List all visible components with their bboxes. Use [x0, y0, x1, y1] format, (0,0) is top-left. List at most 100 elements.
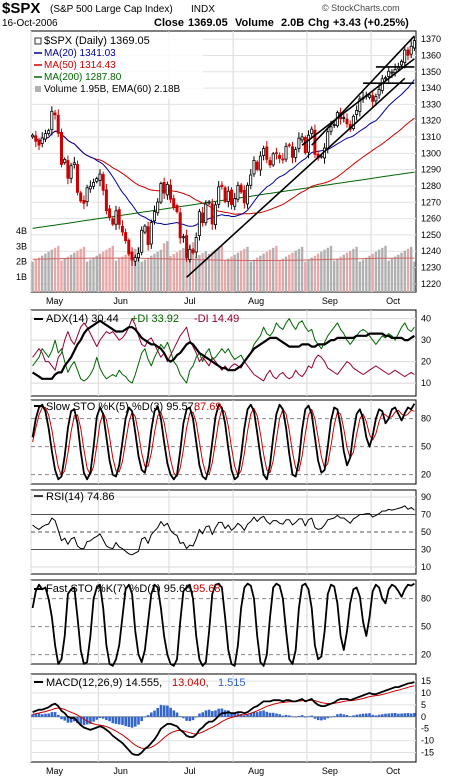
macd-histogram-bar — [233, 713, 236, 717]
candle-body — [130, 251, 134, 261]
legend-entry: Volume 1.95B, EMA(60) 2.18B — [44, 84, 181, 95]
chg-value: +3.43 (+0.25%) — [333, 17, 409, 29]
volume-bar — [323, 249, 326, 292]
macd-histogram-bar — [332, 716, 336, 717]
candle-body — [294, 149, 298, 158]
macd-histogram-bar — [336, 714, 339, 717]
macd-histogram-bar — [79, 716, 82, 725]
macd-histogram-bar — [217, 708, 220, 717]
candle-body — [358, 98, 362, 113]
y-tick-label: 30 — [421, 335, 431, 345]
candle-body — [220, 184, 224, 187]
candle-body — [124, 232, 128, 242]
macd-histogram-bar — [243, 715, 246, 717]
candle-body — [281, 158, 285, 161]
macd-histogram-bar — [355, 714, 358, 717]
candle-body — [117, 209, 121, 225]
macd-histogram-bar — [262, 710, 265, 717]
macd-histogram-bar — [134, 716, 137, 727]
volume-bar — [339, 256, 342, 292]
volume-bar — [118, 258, 121, 292]
volume-bar — [150, 255, 153, 292]
ma20-line — [32, 79, 415, 227]
macd-histogram-bar — [236, 713, 240, 717]
macd-histogram-bar — [271, 712, 275, 717]
candle-body — [332, 124, 336, 126]
macd-histogram-bar — [313, 716, 317, 719]
macd-histogram-bar — [304, 716, 307, 718]
macd-histogram-bar — [82, 716, 86, 726]
candle-body — [43, 133, 47, 140]
volume-bar — [281, 258, 284, 292]
macd-histogram-bar — [288, 715, 291, 717]
price-tick-label: 1270 — [421, 197, 441, 207]
volume-bar — [121, 256, 124, 292]
macd-histogram-bar — [400, 713, 403, 717]
candle-body — [165, 184, 169, 196]
macd-tick-label: 5 — [421, 700, 426, 710]
candle-body — [236, 185, 240, 200]
volume-bar — [246, 246, 249, 292]
volume-bar — [368, 255, 371, 292]
candle-body — [162, 181, 166, 194]
volume-bar — [50, 249, 53, 292]
candle-body — [143, 225, 147, 233]
price-tick-label: 1230 — [421, 263, 441, 273]
candle-body — [367, 94, 371, 98]
macd-histogram-bar — [278, 714, 281, 717]
candle-body — [249, 174, 253, 186]
macd-histogram-bar — [239, 714, 243, 717]
macd-histogram-bar — [34, 714, 38, 717]
volume-bar — [179, 250, 182, 292]
y-tick-label: 40 — [421, 314, 431, 324]
candle-body — [345, 118, 349, 125]
macd-histogram-bar — [140, 716, 143, 722]
macd-histogram-bar — [127, 716, 131, 727]
macd-histogram-bar — [172, 710, 176, 717]
macd-histogram-bar — [66, 716, 70, 723]
macd-histogram-bar — [284, 714, 288, 717]
volume-bar — [320, 251, 323, 292]
candle-body — [133, 257, 137, 262]
candle-body — [159, 183, 163, 203]
volume-bar — [329, 245, 333, 292]
macd-histogram-bar — [297, 715, 301, 717]
volume-bar — [365, 257, 368, 292]
candle-body — [108, 208, 112, 218]
macd-histogram-bar — [246, 714, 249, 717]
volume-bar — [249, 261, 252, 292]
volume-bar — [333, 260, 336, 292]
price-tick-label: 1260 — [421, 214, 441, 224]
rsi-tick-label: 50 — [421, 527, 431, 537]
trendline-short — [301, 58, 415, 146]
candle-body — [152, 211, 156, 222]
volume-bar — [390, 258, 394, 292]
volume-bar — [288, 254, 291, 292]
volume-bar — [57, 245, 60, 292]
price-tick-label: 1240 — [421, 246, 441, 256]
volume-bar — [358, 261, 361, 292]
candle-body — [69, 165, 73, 179]
candle-body — [104, 189, 108, 212]
candle-body — [326, 131, 330, 149]
volume-tick-label: 3B — [16, 241, 27, 251]
rsi-panel: 10 30 50 70 90 RSI(14) 74.86 — [30, 489, 431, 575]
macd-histogram-bar — [204, 710, 208, 717]
macd-histogram-bar — [44, 713, 47, 717]
candle-body — [60, 132, 64, 165]
macd-histogram-bar — [291, 716, 294, 718]
candle-body — [76, 164, 80, 193]
candle-body — [255, 161, 259, 170]
volume-bar — [300, 246, 304, 292]
volume-bar — [204, 251, 207, 292]
candle-body — [239, 184, 243, 193]
rsi-line — [32, 505, 415, 556]
macd-histogram-bar — [95, 716, 99, 720]
macd-histogram-bar — [178, 716, 182, 717]
volume-tick-label: 4B — [16, 226, 27, 236]
close-value: 1369.05 — [188, 17, 228, 29]
macd-legend-text: MACD(12,26,9) 14.555, — [46, 677, 162, 689]
candle-body — [111, 218, 115, 225]
macd-histogram-bar — [387, 713, 390, 717]
candle-body — [319, 155, 323, 158]
